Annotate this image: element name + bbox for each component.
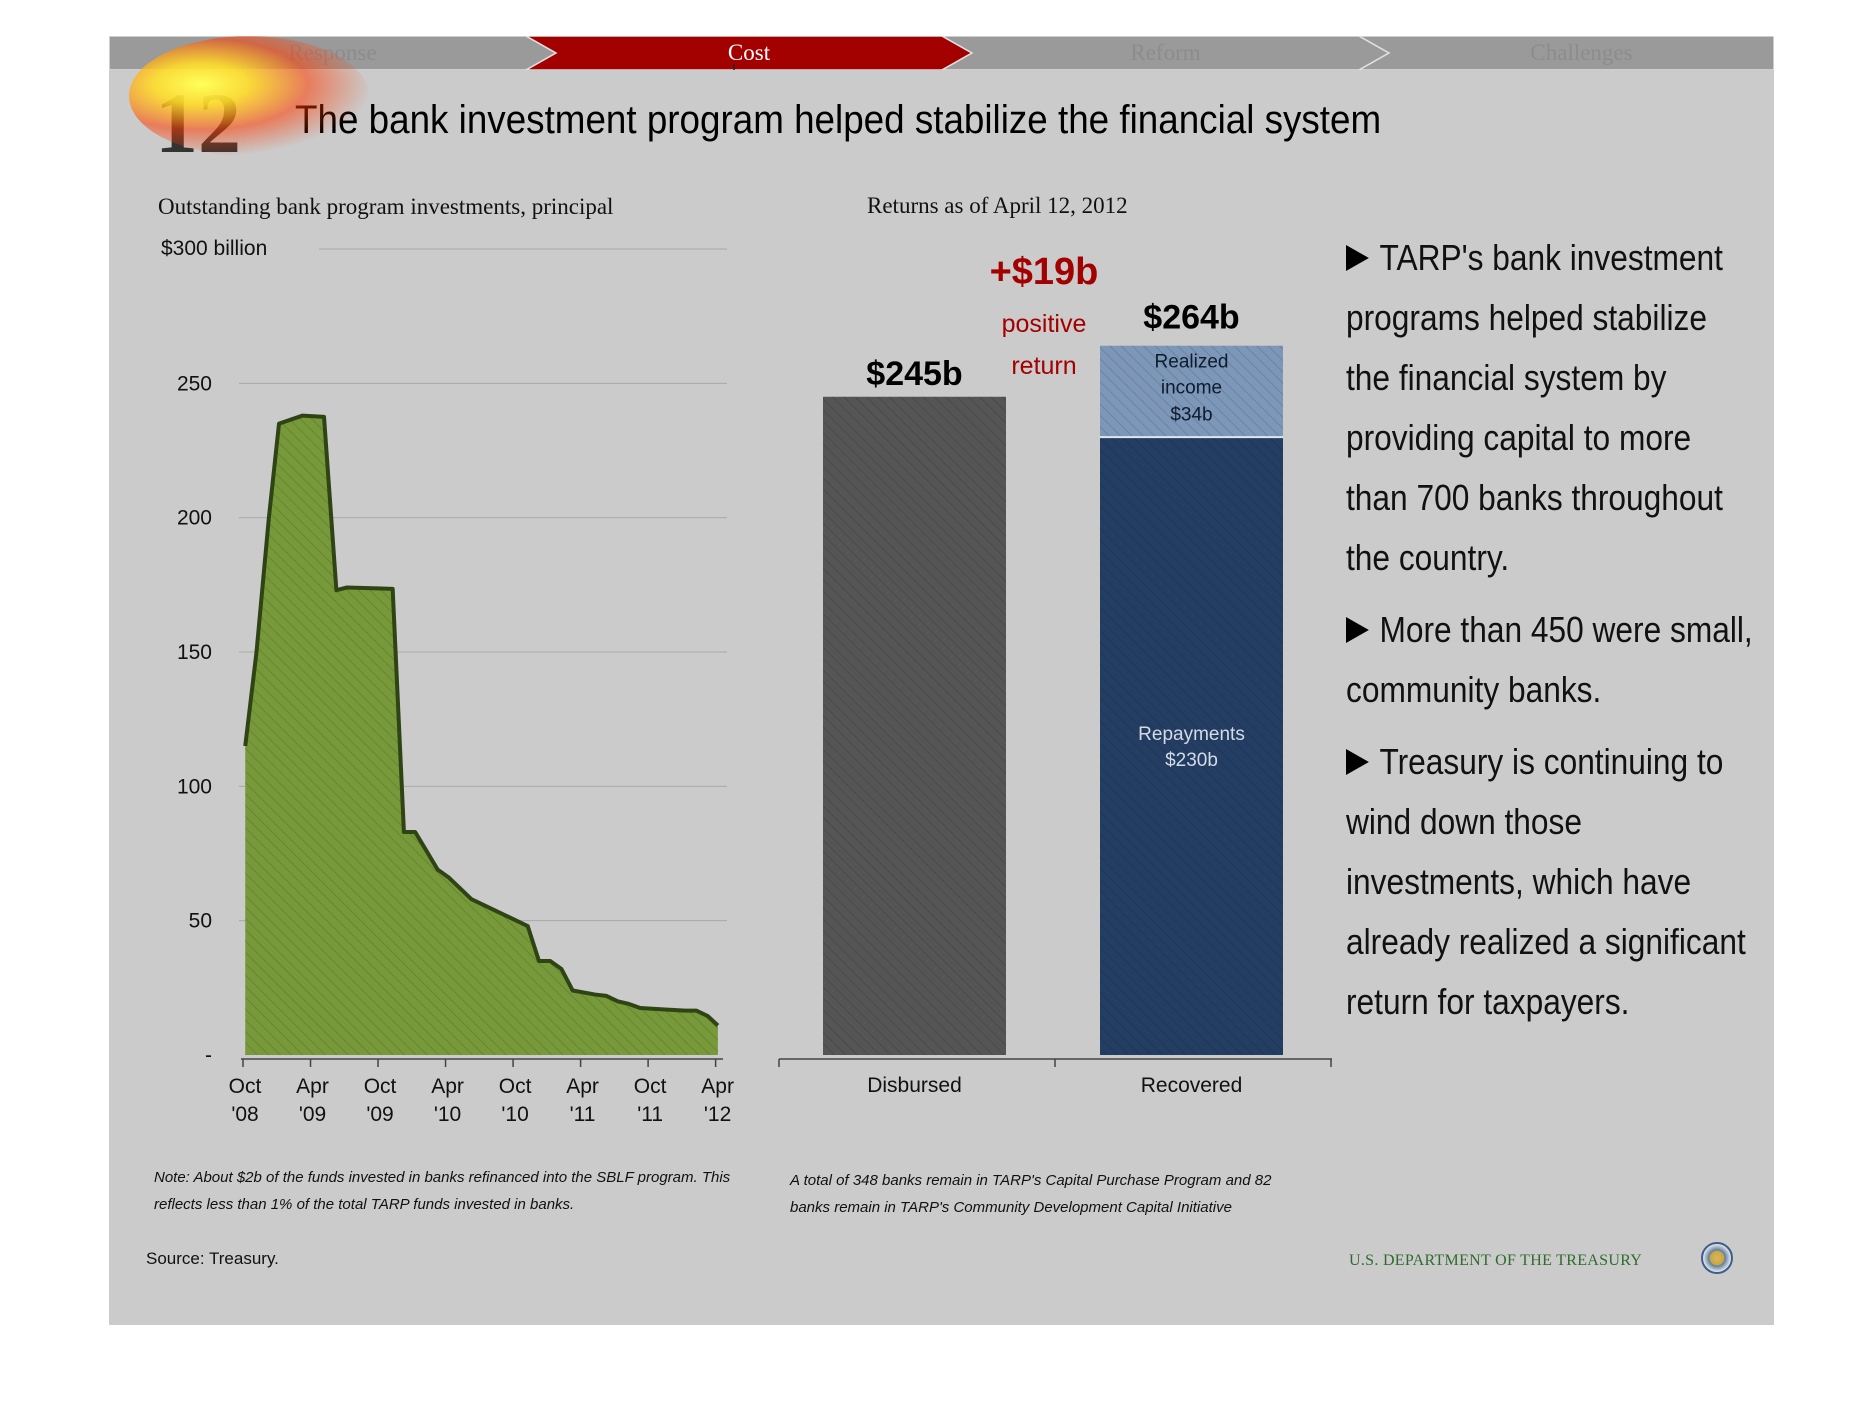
- area-hatch: [245, 415, 718, 1055]
- bar-disbursed-hatch: [823, 396, 1006, 1055]
- x-tick-label-month: Apr: [431, 1075, 464, 1098]
- treasury-footer: U.S. DEPARTMENT OF THE TREASURY: [1349, 1252, 1643, 1269]
- repayments-label: Repayments: [1138, 724, 1245, 745]
- y-tick-label: 250: [177, 372, 212, 395]
- bullet-item: Treasury is continuing to wind down thos…: [1346, 741, 1746, 1022]
- area-chart-note: Note: About $2b of the funds invested in…: [154, 1169, 731, 1213]
- realized-income-label-line2: income: [1161, 378, 1222, 399]
- realized-income-value: $34b: [1170, 405, 1212, 426]
- triangle-right-icon: [1346, 245, 1369, 271]
- x-tick-label-year: '09: [299, 1103, 326, 1126]
- nav-tab-label-cost[interactable]: Cost: [727, 40, 771, 65]
- y-tick-label: -: [205, 1044, 212, 1067]
- x-tick-label-month: Apr: [296, 1075, 329, 1098]
- x-tick-label-year: '08: [231, 1103, 258, 1126]
- bar-repayments-hatch: [1100, 437, 1283, 1056]
- bar-disbursed-label: $245b: [866, 355, 962, 393]
- x-tick-label-month: Oct: [634, 1075, 667, 1098]
- bar-chart-title: Returns as of April 12, 2012: [867, 193, 1128, 218]
- x-tick-label-year: '10: [501, 1103, 528, 1126]
- triangle-right-icon: [1346, 749, 1369, 775]
- x-tick-label-year: '10: [434, 1103, 461, 1126]
- slide: Response Cost Reform Challenges 12 The bank…: [109, 36, 1774, 1325]
- bar-realized-income-hatch: [1100, 345, 1283, 438]
- triangle-right-icon: [1346, 617, 1369, 643]
- realized-income-label-line1: Realized: [1155, 352, 1229, 373]
- x-tick-label-month: Oct: [364, 1075, 397, 1098]
- y-tick-label: 200: [177, 507, 212, 530]
- nav-tab-label-challenges[interactable]: Challenges: [1530, 40, 1633, 65]
- treasury-seal-icon: [1701, 1242, 1733, 1274]
- bar-category-label: Recovered: [1141, 1074, 1243, 1097]
- x-tick-label-month: Oct: [229, 1075, 262, 1098]
- nav-tab-label-reform[interactable]: Reform: [1130, 40, 1201, 65]
- bullet-list: TARP's bank investment programs helped s…: [1346, 228, 1766, 1044]
- y-tick-label: 100: [177, 775, 212, 798]
- bar-chart-note: A total of 348 banks remain in TARP's Ca…: [790, 1172, 1272, 1216]
- bar-recovered-total-label: $264b: [1143, 299, 1239, 337]
- x-tick-label-month: Apr: [566, 1075, 599, 1098]
- source-text: Source: Treasury.: [146, 1249, 279, 1268]
- x-tick-label-year: '12: [704, 1103, 731, 1126]
- area-line: [243, 413, 720, 1027]
- nav-tab-cost[interactable]: [524, 36, 974, 70]
- bullet-item: TARP's bank investment programs helped s…: [1346, 237, 1723, 578]
- charts: $300 billion25020015010050-Oct'08Apr'09O…: [161, 237, 1332, 1126]
- y-tick-label: 150: [177, 641, 212, 664]
- y-tick-label: 50: [189, 910, 212, 933]
- area-chart-title: Outstanding bank program investments, pr…: [158, 194, 614, 219]
- x-tick-label-month: Oct: [499, 1075, 532, 1098]
- repayments-value: $230b: [1165, 750, 1218, 771]
- x-tick-label-year: '11: [570, 1103, 596, 1126]
- bullet-item: More than 450 were small, community bank…: [1346, 609, 1753, 710]
- y-top-label: $300 billion: [161, 237, 267, 260]
- page-title: The bank investment program helped stabi…: [295, 98, 1382, 142]
- bar-chart: $245b Realized income $34b Repayments $230b $2…: [778, 251, 1332, 1097]
- bar-category-label: Disbursed: [867, 1074, 962, 1097]
- nav-tab-challenges[interactable]: [1357, 36, 1774, 70]
- x-tick-label-year: '11: [637, 1103, 663, 1126]
- area-chart: $300 billion25020015010050-Oct'08Apr'09O…: [161, 237, 734, 1126]
- nav-tab-reform[interactable]: [940, 36, 1391, 70]
- x-tick-label-year: '09: [366, 1103, 393, 1126]
- positive-return-label-line1: positive: [1002, 310, 1087, 338]
- positive-return-label-line2: return: [1011, 352, 1076, 380]
- x-tick-label-month: Apr: [701, 1075, 734, 1098]
- positive-return-value: +$19b: [990, 251, 1099, 293]
